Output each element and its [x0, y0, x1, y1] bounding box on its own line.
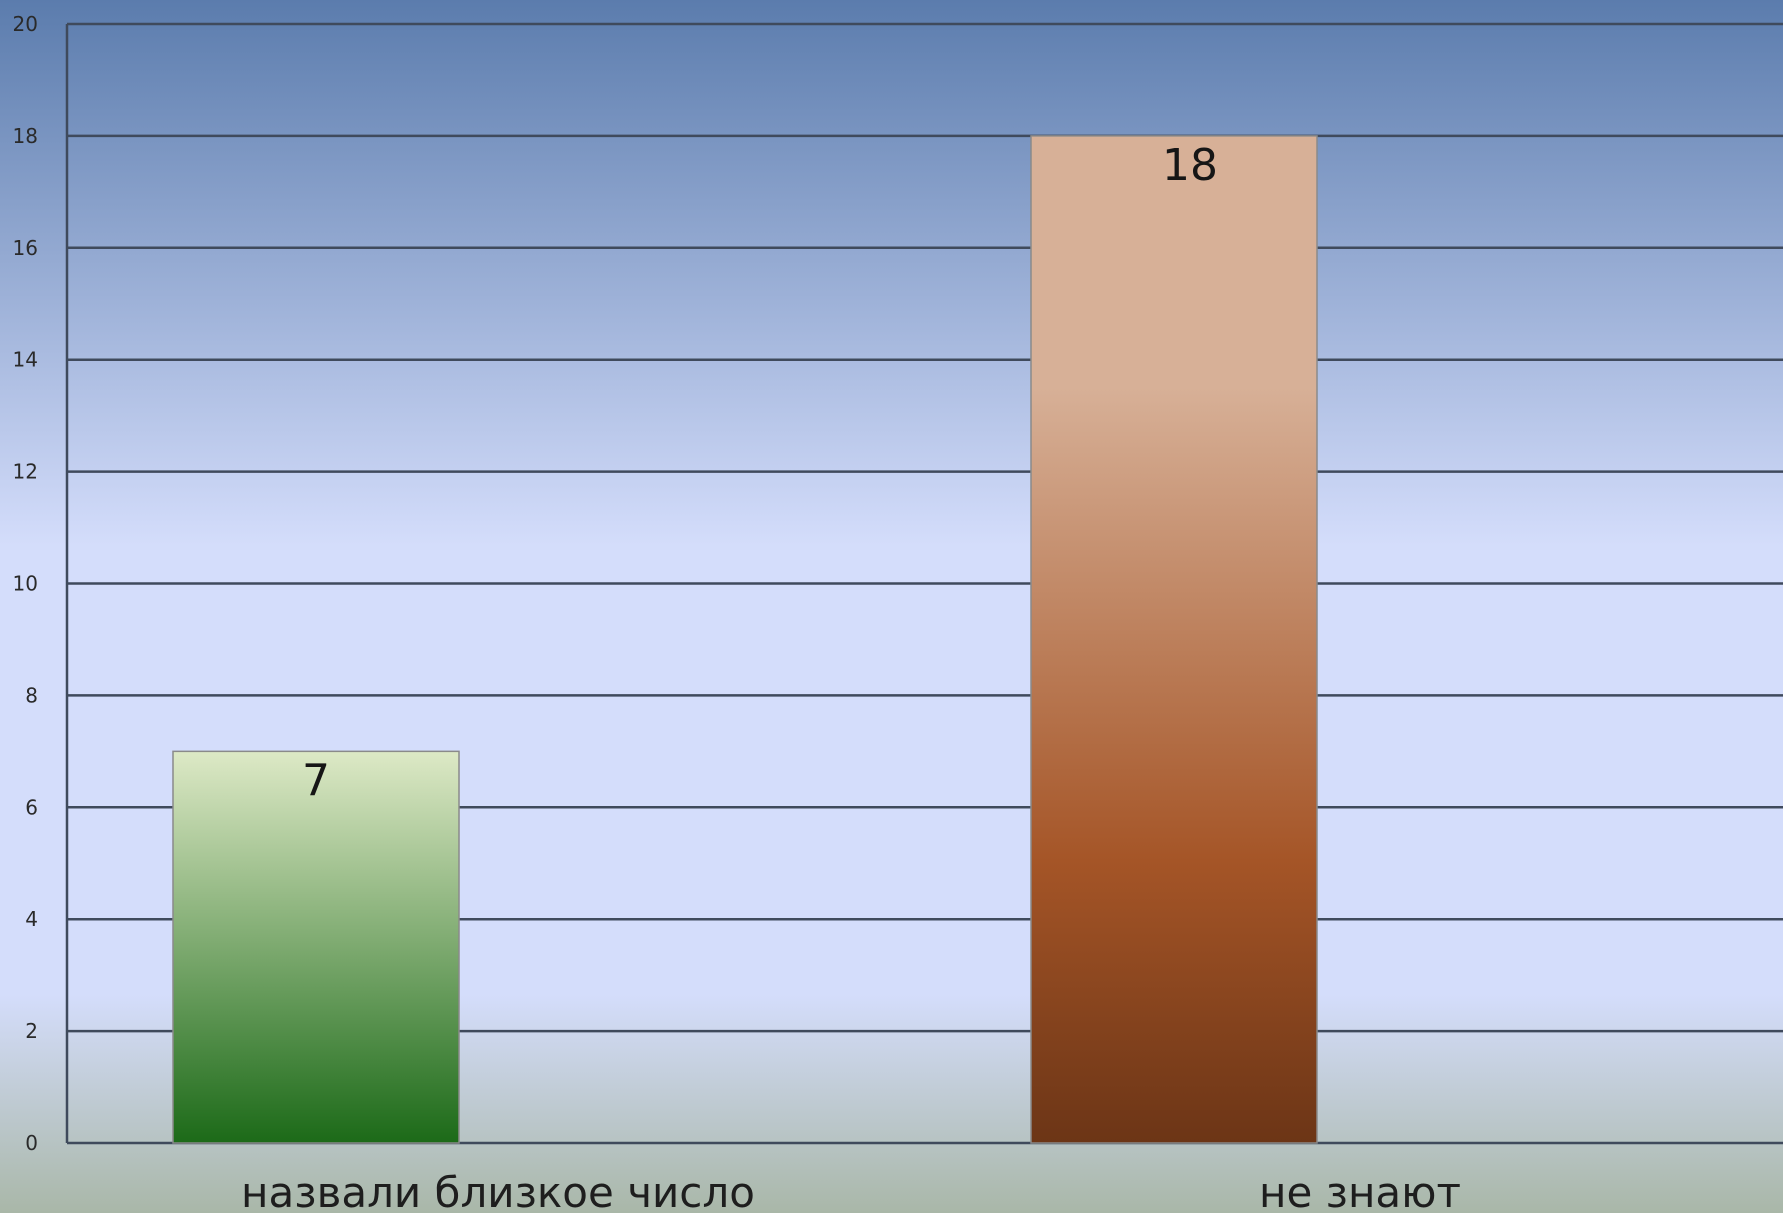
- labels: 0 2 4 6 8 10 12 14 16 18 20 7 18 назвали близкое числ…: [13, 12, 1461, 1213]
- y-tick-label: 2: [25, 1019, 38, 1043]
- y-tick-label: 18: [13, 124, 38, 148]
- y-tick-label: 10: [13, 572, 38, 596]
- y-tick-label: 14: [13, 348, 38, 372]
- y-tick-label: 4: [25, 907, 38, 931]
- y-tick-label: 6: [25, 795, 38, 819]
- y-tick-label: 12: [13, 460, 38, 484]
- x-category-label: назвали близкое число: [241, 1168, 755, 1213]
- bars: [172, 135, 1318, 1144]
- y-tick-label: 20: [13, 12, 38, 36]
- bar-1: [172, 750, 460, 1144]
- y-tick-label: 0: [25, 1131, 38, 1155]
- bar-data-label: 7: [302, 755, 330, 806]
- bar-2: [1030, 135, 1318, 1144]
- y-tick-label: 8: [25, 683, 38, 707]
- bar-data-label: 18: [1162, 140, 1218, 191]
- x-category-label: не знают: [1259, 1168, 1461, 1213]
- y-tick-label: 16: [13, 236, 38, 260]
